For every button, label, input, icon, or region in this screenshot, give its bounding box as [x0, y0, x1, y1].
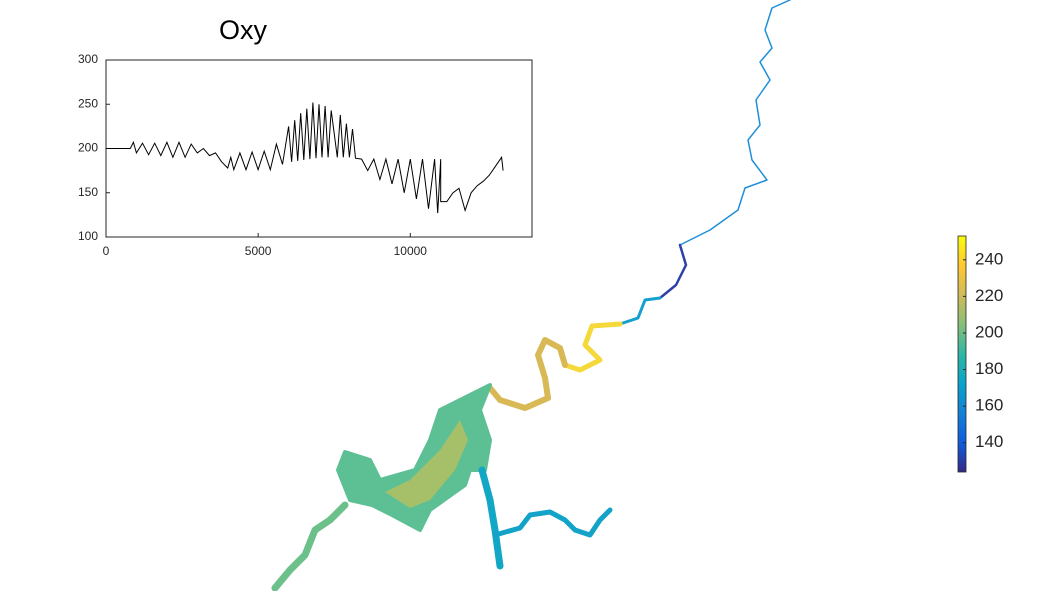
- x-tick-label: 10000: [394, 244, 428, 258]
- river-branch-east: [492, 507, 613, 538]
- river-yellow: [562, 321, 623, 373]
- y-tick-label: 300: [78, 52, 98, 66]
- river-lake-center: [385, 420, 468, 508]
- river-dark: [658, 243, 688, 300]
- colorbar-tick-label: 140: [975, 432, 1003, 451]
- colorbar-tick-label: 200: [975, 322, 1003, 341]
- river-outlet: [271, 501, 349, 591]
- river-loop: [487, 337, 568, 411]
- y-tick-label: 150: [78, 185, 98, 199]
- x-tick-label: 0: [103, 244, 110, 258]
- colorbar: 140 160 180 200 220 240: [957, 235, 1003, 473]
- y-tick-label: 250: [78, 96, 98, 110]
- river-map: [271, 0, 791, 591]
- colorbar-bar: [957, 235, 967, 473]
- y-tick-label: 200: [78, 141, 98, 155]
- line-chart: Oxy 100 150 200 250 300 0 5000 10000: [78, 15, 533, 258]
- y-tick-label: 100: [78, 229, 98, 243]
- colorbar-tick-label: 180: [975, 359, 1003, 378]
- data-line: [106, 102, 504, 214]
- river-lake: [336, 383, 492, 532]
- river-upper: [679, 0, 791, 246]
- river-mid: [618, 296, 662, 326]
- river-branch: [478, 466, 504, 570]
- colorbar-tick-label: 220: [975, 286, 1003, 305]
- chart-title: Oxy: [219, 15, 268, 45]
- colorbar-tick-label: 240: [975, 249, 1003, 268]
- colorbar-tick-label: 160: [975, 396, 1003, 415]
- x-tick-label: 5000: [245, 244, 272, 258]
